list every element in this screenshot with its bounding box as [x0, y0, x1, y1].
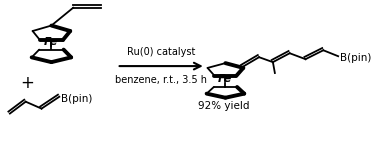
Text: B(pin): B(pin) [340, 53, 372, 63]
Text: Ru(0) catalyst: Ru(0) catalyst [127, 47, 195, 57]
Text: Fe: Fe [43, 37, 58, 47]
Text: benzene, r.t., 3.5 h: benzene, r.t., 3.5 h [115, 75, 207, 85]
Text: +: + [20, 74, 34, 92]
Text: Fe: Fe [217, 74, 232, 84]
Text: 92% yield: 92% yield [198, 101, 249, 111]
Text: B(pin): B(pin) [61, 94, 93, 104]
